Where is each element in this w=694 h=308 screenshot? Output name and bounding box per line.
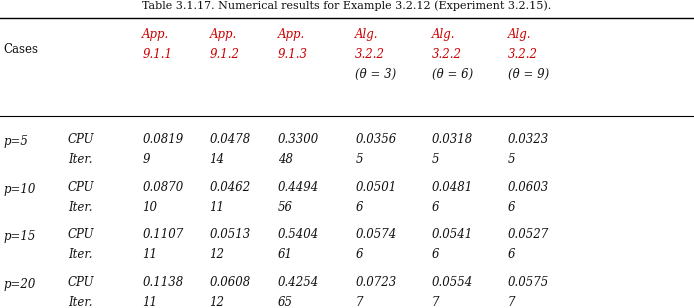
Text: 0.0574: 0.0574 — [355, 228, 396, 241]
Text: 10: 10 — [142, 201, 158, 214]
Text: 0.0870: 0.0870 — [142, 181, 183, 194]
Text: 6: 6 — [508, 249, 516, 261]
Text: 6: 6 — [355, 249, 363, 261]
Text: Alg.: Alg. — [508, 28, 532, 41]
Text: 7: 7 — [432, 296, 439, 308]
Text: 0.4254: 0.4254 — [278, 276, 319, 289]
Text: App.: App. — [210, 28, 237, 41]
Text: Table 3.1.17. Numerical results for Example 3.2.12 (Experiment 3.2.15).: Table 3.1.17. Numerical results for Exam… — [142, 0, 552, 11]
Text: 0.5404: 0.5404 — [278, 228, 319, 241]
Text: CPU: CPU — [68, 181, 94, 194]
Text: Iter.: Iter. — [68, 249, 92, 261]
Text: 6: 6 — [355, 201, 363, 214]
Text: 61: 61 — [278, 249, 293, 261]
Text: 0.0318: 0.0318 — [432, 132, 473, 146]
Text: p=5: p=5 — [3, 135, 28, 148]
Text: App.: App. — [142, 28, 169, 41]
Text: App.: App. — [278, 28, 305, 41]
Text: 14: 14 — [210, 153, 225, 166]
Text: 0.0462: 0.0462 — [210, 181, 251, 194]
Text: 3.2.2: 3.2.2 — [508, 48, 538, 61]
Text: 9.1.2: 9.1.2 — [210, 48, 239, 61]
Text: 0.3300: 0.3300 — [278, 132, 319, 146]
Text: 11: 11 — [142, 296, 158, 308]
Text: 0.0501: 0.0501 — [355, 181, 396, 194]
Text: 0.0527: 0.0527 — [508, 228, 549, 241]
Text: CPU: CPU — [68, 276, 94, 289]
Text: 65: 65 — [278, 296, 293, 308]
Text: 7: 7 — [508, 296, 516, 308]
Text: 0.0481: 0.0481 — [432, 181, 473, 194]
Text: CPU: CPU — [68, 228, 94, 241]
Text: p=20: p=20 — [3, 278, 36, 291]
Text: p=10: p=10 — [3, 183, 36, 196]
Text: 11: 11 — [142, 249, 158, 261]
Text: 5: 5 — [355, 153, 363, 166]
Text: 0.0478: 0.0478 — [210, 132, 251, 146]
Text: Iter.: Iter. — [68, 201, 92, 214]
Text: Cases: Cases — [3, 43, 38, 56]
Text: 7: 7 — [355, 296, 363, 308]
Text: 0.0819: 0.0819 — [142, 132, 183, 146]
Text: 0.0608: 0.0608 — [210, 276, 251, 289]
Text: 0.0603: 0.0603 — [508, 181, 549, 194]
Text: 3.2.2: 3.2.2 — [355, 48, 385, 61]
Text: 3.2.2: 3.2.2 — [432, 48, 462, 61]
Text: Iter.: Iter. — [68, 296, 92, 308]
Text: Alg.: Alg. — [432, 28, 455, 41]
Text: 0.0575: 0.0575 — [508, 276, 549, 289]
Text: 9.1.1: 9.1.1 — [142, 48, 172, 61]
Text: 0.0356: 0.0356 — [355, 132, 396, 146]
Text: 0.1107: 0.1107 — [142, 228, 183, 241]
Text: (θ = 9): (θ = 9) — [508, 68, 549, 81]
Text: 0.0723: 0.0723 — [355, 276, 396, 289]
Text: (θ = 3): (θ = 3) — [355, 68, 396, 81]
Text: 0.0541: 0.0541 — [432, 228, 473, 241]
Text: CPU: CPU — [68, 132, 94, 146]
Text: 56: 56 — [278, 201, 293, 214]
Text: 6: 6 — [432, 249, 439, 261]
Text: (θ = 6): (θ = 6) — [432, 68, 473, 81]
Text: 6: 6 — [432, 201, 439, 214]
Text: 0.0323: 0.0323 — [508, 132, 549, 146]
Text: 0.1138: 0.1138 — [142, 276, 183, 289]
Text: 0.0554: 0.0554 — [432, 276, 473, 289]
Text: 9.1.3: 9.1.3 — [278, 48, 307, 61]
Text: 48: 48 — [278, 153, 293, 166]
Text: 6: 6 — [508, 201, 516, 214]
Text: Alg.: Alg. — [355, 28, 379, 41]
Text: 12: 12 — [210, 296, 225, 308]
Text: 0.4494: 0.4494 — [278, 181, 319, 194]
Text: 12: 12 — [210, 249, 225, 261]
Text: 5: 5 — [508, 153, 516, 166]
Text: 0.0513: 0.0513 — [210, 228, 251, 241]
Text: 11: 11 — [210, 201, 225, 214]
Text: p=15: p=15 — [3, 230, 36, 243]
Text: 5: 5 — [432, 153, 439, 166]
Text: 9: 9 — [142, 153, 150, 166]
Text: Iter.: Iter. — [68, 153, 92, 166]
